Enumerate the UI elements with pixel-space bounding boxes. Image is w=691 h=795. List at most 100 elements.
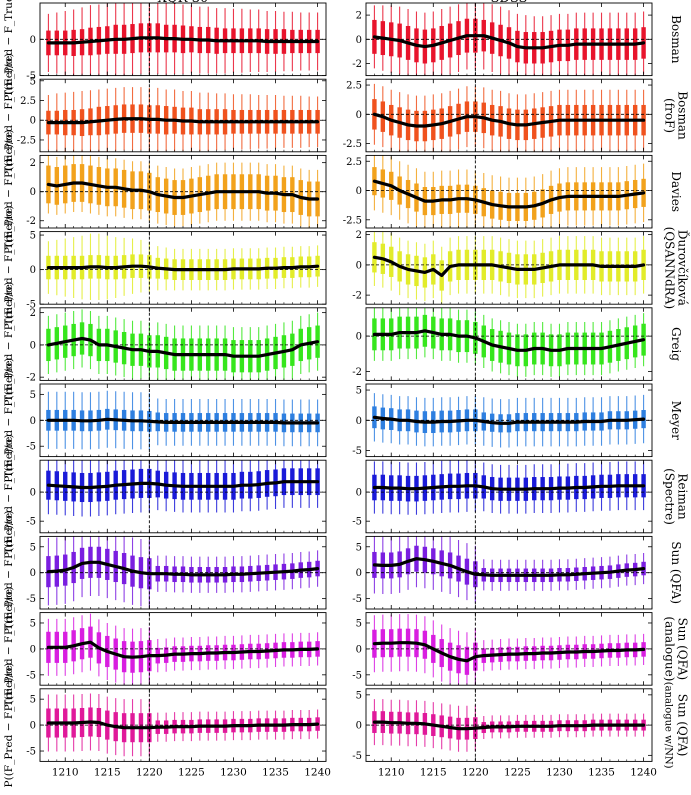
y-tick-label: -5 bbox=[26, 300, 36, 311]
panel-xqr30-row-7: -5 0 5 bbox=[26, 535, 327, 610]
y-tick-label: -5 bbox=[26, 442, 36, 453]
panel-plot-area bbox=[366, 460, 652, 533]
panel-sdss-row-7: -5 0 5 bbox=[352, 535, 653, 610]
panel-plot-area bbox=[40, 3, 326, 76]
y-tick-label: 5 bbox=[356, 618, 362, 629]
y-tick-label: 0 bbox=[30, 416, 36, 427]
y-tick-label: 0 bbox=[30, 644, 36, 655]
y-tick-label: 0 bbox=[356, 416, 362, 427]
panel-sdss-row-8: -5 0 5 bbox=[352, 612, 653, 686]
y-tick-label: 2.5 bbox=[346, 81, 362, 92]
y-tick-label: -2 bbox=[26, 216, 36, 227]
y-tick-label: -2 bbox=[352, 291, 362, 302]
y-tick-label: -2 bbox=[352, 367, 362, 378]
y-axis-label: P((F_Pred − F_True)/σ) bbox=[3, 0, 15, 102]
panel-plot-area bbox=[366, 384, 652, 457]
median-line bbox=[46, 336, 320, 358]
y-tick-label: 0 bbox=[30, 187, 36, 198]
y-tick-label: -2 bbox=[352, 59, 362, 70]
x-tick-label: 1215 bbox=[420, 766, 447, 778]
y-tick-label: 0 bbox=[356, 568, 362, 579]
x-tick-label: 1240 bbox=[304, 766, 331, 778]
median-line bbox=[372, 179, 646, 209]
y-tick-label: 0 bbox=[356, 186, 362, 197]
x-tick-label: 1235 bbox=[588, 766, 615, 778]
y-tick-label: 2 bbox=[30, 158, 36, 169]
x-tick-label: 1225 bbox=[178, 766, 205, 778]
median-line bbox=[46, 417, 320, 425]
y-axis-label: P((F_Pred − F_True)/σ) bbox=[3, 282, 15, 407]
panel-plot-area bbox=[366, 155, 652, 228]
y-tick-label: -5 bbox=[26, 594, 36, 605]
row-label: (froF) bbox=[663, 98, 677, 133]
median-line bbox=[372, 34, 646, 50]
median-line bbox=[46, 36, 320, 45]
panel-xqr30-row-4: -2 0 2 bbox=[26, 307, 327, 384]
y-tick-label: 0 bbox=[30, 340, 36, 351]
row-label: Greig bbox=[669, 327, 683, 361]
median-line bbox=[372, 484, 646, 491]
row-label: Sun (QFA) bbox=[676, 694, 690, 757]
y-tick-label: 0 bbox=[356, 110, 362, 121]
y-tick-label: 0 bbox=[356, 488, 362, 499]
panel-sdss-row-4: -2 0 bbox=[352, 307, 653, 381]
median-line bbox=[46, 720, 320, 730]
panel-sdss-row-3: -2 0 2 bbox=[352, 230, 653, 305]
y-tick-label: 5 bbox=[356, 690, 362, 701]
y-axis-label: P((F_Pred − F_True)/σ) bbox=[3, 129, 15, 254]
y-tick-label: -2.5 bbox=[343, 139, 362, 150]
panel-plot-area bbox=[40, 384, 326, 457]
panel-plot-area bbox=[40, 79, 326, 152]
panel-plot-area bbox=[40, 688, 326, 762]
y-tick-label: 2.5 bbox=[20, 96, 36, 107]
y-tick-label: 5 bbox=[30, 76, 36, 87]
panel-xqr30-row-9: -5 0 5 bbox=[26, 688, 327, 762]
panel-grid: -5 0 -2 0 2 -2.5 0 2.5 5 -2.5 0 2.5 -2 0 2 -2.5 0 2.5 -5 0 5… bbox=[17, 2, 653, 762]
y-tick-label: 5 bbox=[356, 386, 362, 397]
x-tick-label: 1215 bbox=[94, 766, 121, 778]
row-label: Bosman bbox=[676, 91, 690, 140]
x-tick-label: 1230 bbox=[546, 766, 573, 778]
x-tick-label: 1210 bbox=[52, 766, 79, 778]
row-label: (analogue) bbox=[663, 616, 677, 681]
panel-xqr30-row-3: -5 0 5 bbox=[26, 231, 327, 311]
panel-sdss-row-2: -2.5 0 2.5 bbox=[343, 154, 653, 229]
x-tick-label: 1220 bbox=[462, 766, 489, 778]
y-axis-label: P((F_Pred − F_True)/σ) bbox=[3, 358, 15, 483]
panel-sdss-row-9: -5 0 5 bbox=[352, 688, 653, 762]
y-axis-label: P((F_Pred − F_True)/σ) bbox=[3, 587, 15, 712]
y-tick-label: -2 bbox=[26, 373, 36, 384]
panel-plot-area bbox=[40, 231, 326, 305]
y-tick-label: 0 bbox=[356, 260, 362, 271]
panel-xqr30-row-6: -5 0 bbox=[26, 459, 327, 534]
panel-sdss-row-5: -5 0 5 bbox=[352, 383, 653, 458]
y-tick-label: 2.5 bbox=[346, 157, 362, 168]
y-tick-label: 2 bbox=[356, 11, 362, 22]
median-line bbox=[46, 117, 320, 125]
panel-plot-area bbox=[40, 155, 326, 228]
panel-plot-area bbox=[366, 307, 652, 381]
panel-sdss-row-6: -5 0 bbox=[352, 459, 653, 534]
panel-plot-area bbox=[40, 460, 326, 533]
column-title: XQR-30 bbox=[158, 0, 209, 6]
row-label: Reiman bbox=[676, 473, 690, 520]
y-axis-label: P((F_Pred − F_True)/σ) bbox=[3, 510, 15, 635]
row-label: Davies bbox=[669, 171, 683, 212]
panel-plot-area bbox=[366, 3, 652, 76]
panel-sdss-row-0: -2 0 2 bbox=[352, 2, 653, 77]
y-axis-labels: P((F_Pred − F_True)/σ)P((F_Pred − F_True… bbox=[3, 0, 15, 787]
x-tick-label: 1235 bbox=[262, 766, 289, 778]
y-tick-label: 0 bbox=[30, 116, 36, 127]
panel-xqr30-row-0: -5 0 bbox=[26, 2, 327, 82]
row-label: (QSANNdRA) bbox=[663, 227, 677, 309]
median-line bbox=[372, 641, 646, 663]
row-label: (analogue w/NN) bbox=[663, 682, 674, 769]
panel-plot-area bbox=[366, 231, 652, 305]
panel-xqr30-row-8: -5 0 5 bbox=[26, 612, 327, 686]
y-tick-label: -5 bbox=[352, 446, 362, 457]
median-line bbox=[372, 255, 646, 278]
row-label: Meyer bbox=[669, 401, 683, 440]
y-tick-label: 5 bbox=[30, 231, 36, 242]
y-tick-label: -5 bbox=[352, 751, 362, 762]
column-title: SDSS bbox=[491, 0, 528, 6]
